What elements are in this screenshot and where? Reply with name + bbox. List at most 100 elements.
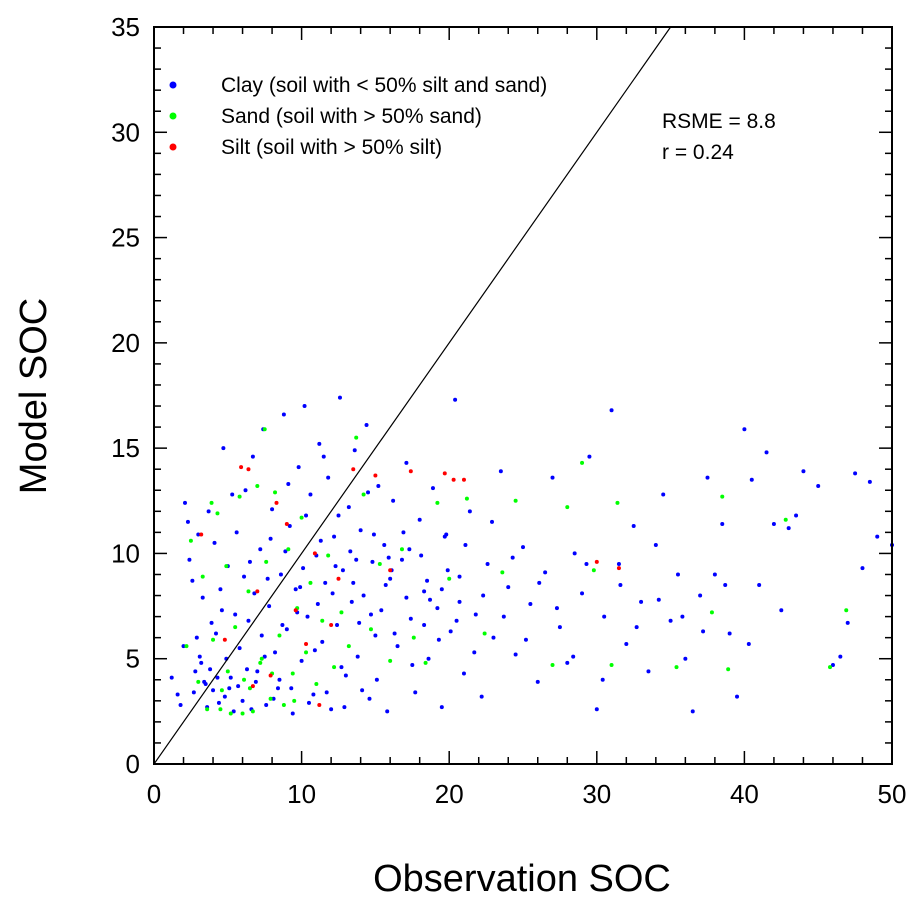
data-point-series-0: [860, 566, 865, 571]
data-point-series-0: [222, 694, 227, 699]
data-point-series-0: [457, 599, 462, 604]
legend-label: Clay (soil with < 50% silt and sand): [221, 74, 547, 97]
data-point-series-0: [379, 608, 384, 613]
data-point-series-1: [304, 650, 309, 655]
data-point-series-1: [423, 660, 428, 665]
data-point-series-0: [463, 543, 468, 548]
legend-label: Sand (soil with > 50% sand): [221, 105, 482, 128]
data-point-series-0: [352, 448, 357, 453]
y-tick-label: 0: [126, 749, 140, 779]
data-point-series-0: [565, 660, 570, 665]
data-point-series-0: [473, 612, 478, 617]
data-point-series-0: [454, 618, 459, 623]
data-point-series-2: [246, 467, 251, 472]
data-point-series-0: [661, 492, 666, 497]
data-point-series-1: [720, 494, 725, 499]
data-point-series-0: [357, 620, 362, 625]
data-point-series-0: [816, 484, 821, 489]
data-point-series-0: [242, 574, 247, 579]
data-point-series-0: [199, 660, 204, 665]
data-point-series-0: [324, 690, 329, 695]
data-point-series-1: [268, 696, 273, 701]
data-point-series-0: [399, 557, 404, 562]
data-point-series-0: [690, 709, 695, 714]
data-point-series-1: [224, 564, 229, 569]
data-point-series-0: [749, 477, 754, 482]
data-point-series-0: [404, 460, 409, 465]
data-point-series-0: [262, 654, 267, 659]
data-point-series-0: [206, 509, 211, 514]
data-point-series-1: [308, 580, 313, 585]
data-point-series-1: [399, 547, 404, 552]
data-point-series-0: [228, 675, 233, 680]
data-point-series-0: [182, 500, 187, 505]
data-point-series-1: [615, 500, 620, 505]
data-point-series-0: [448, 629, 453, 634]
data-point-series-0: [293, 587, 298, 592]
data-point-series-0: [289, 686, 294, 691]
data-point-series-0: [246, 618, 251, 623]
data-point-series-1: [242, 677, 247, 682]
data-point-series-0: [374, 677, 379, 682]
data-point-series-0: [746, 641, 751, 646]
data-point-series-0: [343, 673, 348, 678]
data-point-series-0: [227, 686, 232, 691]
data-point-series-0: [211, 688, 216, 693]
data-point-series-1: [184, 644, 189, 649]
data-point-series-2: [594, 559, 599, 564]
data-point-series-2: [274, 500, 279, 505]
data-point-series-0: [236, 684, 241, 689]
data-point-series-1: [320, 618, 325, 623]
data-point-series-0: [407, 547, 412, 552]
data-point-series-1: [219, 688, 224, 693]
data-point-series-1: [513, 498, 518, 503]
data-point-series-0: [255, 669, 260, 674]
data-point-series-0: [373, 633, 378, 638]
data-point-series-0: [318, 538, 323, 543]
data-point-series-0: [283, 549, 288, 554]
legend: Clay (soil with < 50% silt and sand) Sand…: [169, 74, 547, 159]
data-point-series-1: [258, 660, 263, 665]
data-point-series-0: [237, 646, 242, 651]
data-point-series-0: [270, 507, 275, 512]
data-point-series-1: [346, 644, 351, 649]
data-point-series-1: [273, 490, 278, 495]
y-tick-label: 30: [111, 117, 140, 147]
data-point-series-0: [351, 580, 356, 585]
x-axis-title: Observation SOC: [373, 858, 671, 897]
data-point-series-2: [442, 471, 447, 476]
data-point-series-0: [376, 484, 381, 489]
data-point-series-0: [764, 450, 769, 455]
data-point-series-0: [543, 570, 548, 575]
data-point-series-0: [435, 606, 440, 611]
data-point-series-0: [190, 578, 195, 583]
data-point-series-0: [286, 481, 291, 486]
data-point-series-1: [435, 500, 440, 505]
data-point-series-1: [264, 559, 269, 564]
data-point-series-2: [373, 473, 378, 478]
data-point-series-0: [646, 669, 651, 674]
data-point-series-0: [333, 564, 338, 569]
data-point-series-0: [364, 422, 369, 427]
y-tick-label: 15: [111, 433, 140, 463]
x-tick-label: 20: [435, 779, 464, 809]
data-point-series-0: [571, 654, 576, 659]
data-point-series-0: [830, 663, 835, 668]
data-point-series-0: [653, 543, 658, 548]
legend-label: Silt (soil with > 50% silt): [221, 136, 442, 159]
y-axis-title: Model SOC: [13, 298, 55, 494]
data-point-series-0: [430, 486, 435, 491]
data-point-series-0: [243, 488, 248, 493]
data-point-series-0: [360, 688, 365, 693]
data-point-series-0: [277, 677, 282, 682]
data-point-series-0: [203, 681, 208, 686]
data-point-series-0: [779, 608, 784, 613]
data-point-series-2: [329, 623, 334, 628]
stat-line: RSME = 8.8: [662, 110, 776, 133]
data-point-series-1: [281, 703, 286, 708]
data-point-series-0: [193, 669, 198, 674]
data-point-series-1: [354, 435, 359, 440]
data-point-series-0: [370, 559, 375, 564]
data-point-series-0: [311, 692, 316, 697]
data-point-series-1: [565, 505, 570, 510]
